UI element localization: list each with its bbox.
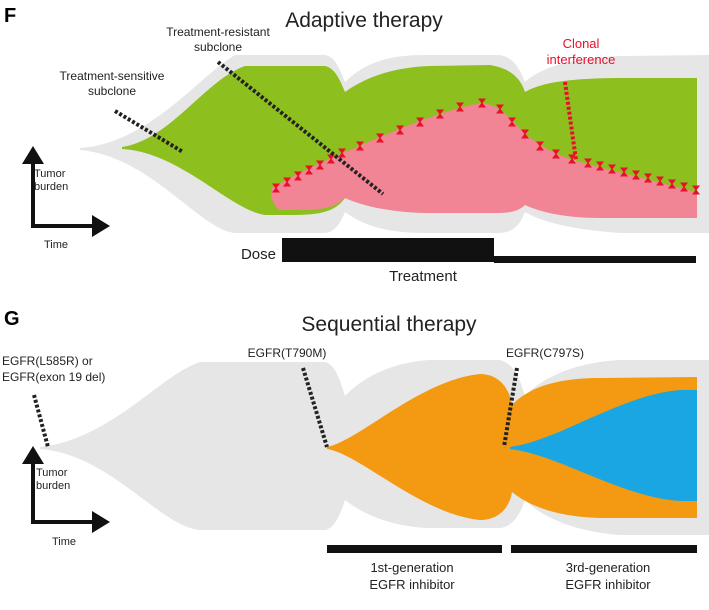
clonal-interference-leader [563,81,578,161]
sensitive-subclone-label-1: Treatment-sensitive [60,69,165,83]
egfr-c797s-label: EGFR(C797S) [506,346,584,360]
egfr-c797s-leader [502,367,519,448]
clonal-interference-marker [508,117,516,127]
dose-bar-low [494,256,696,263]
first-generation-label-1: 1st-generation [370,560,453,575]
panel-f: F Adaptive therapy Treatment-resistant s… [4,5,709,285]
clonal-interference-marker [436,109,444,119]
clonal-interference-marker [608,164,616,174]
clonal-interference-marker [456,102,464,112]
panel-f-axes [22,146,110,237]
clonal-interference-marker [668,179,676,189]
clonal-interference-marker [305,165,313,175]
panel-g: G Sequential therapy EGFR(L585R) or EGFR… [2,308,709,592]
clonal-interference-marker [692,185,700,195]
clonal-interference-marker [656,176,664,186]
clonal-interference-marker [536,141,544,151]
clonal-interference-marker [327,154,335,164]
panel-f-title: Adaptive therapy [285,9,443,32]
treatment-label: Treatment [389,268,458,285]
clonal-interference-marker [396,125,404,135]
egfr-t790m-label: EGFR(T790M) [248,346,327,360]
egfr-c797s-subclone-area [510,390,697,501]
dose-label: Dose [241,246,276,263]
panel-f-letter: F [4,5,16,27]
clonal-interference-marker [294,171,302,181]
egfr-t790m-leader [301,367,329,448]
first-generation-label-2: EGFR inhibitor [369,577,455,592]
panel-g-y-axis-label-1: Tumor [36,467,68,479]
panel-f-y-axis-label-1: Tumor [34,168,66,180]
clonal-interference-marker [620,167,628,177]
clonal-interference-marker [338,148,346,158]
panel-g-title: Sequential therapy [301,313,477,336]
clonal-interference-marker [283,177,291,187]
clonal-interference-marker [680,182,688,192]
initial-mutation-leader [32,394,50,448]
resistant-subclone-area [271,103,697,218]
initial-mutation-label-1: EGFR(L585R) or [2,354,93,368]
panel-f-y-axis-label-2: burden [34,181,68,193]
clonal-interference-marker [478,98,486,108]
clonal-interference-marker [552,149,560,159]
sensitive-subclone-leader [113,109,185,154]
clonal-interference-marker [376,133,384,143]
panel-g-y-axis-label-2: burden [36,480,70,492]
clonal-interference-marker [632,170,640,180]
first-generation-treatment-bar [327,545,502,553]
clonal-interference-marker [316,160,324,170]
sensitive-subclone-label-2: subclone [88,84,136,98]
clonal-interference-marker [584,158,592,168]
clonal-interference-label-1: Clonal [563,36,600,51]
third-generation-label-2: EGFR inhibitor [565,577,651,592]
panel-g-letter: G [4,308,20,330]
third-generation-treatment-bar [511,545,697,553]
panel-g-axes [22,446,110,533]
clonal-interference-marker [356,141,364,151]
resistant-subclone-label-1: Treatment-resistant [166,25,270,39]
clonal-interference-marker [416,117,424,127]
resistant-subclone-label-2: subclone [194,40,242,54]
clonal-interference-marker [521,129,529,139]
panel-f-x-axis-label: Time [44,239,68,251]
dose-bar-high [282,238,494,262]
third-generation-label-1: 3rd-generation [566,560,651,575]
clonal-interference-label-2: interference [547,52,616,67]
clonal-interference-marker [272,183,280,193]
clonal-interference-markers [272,98,700,195]
resistant-subclone-leader [216,60,385,196]
panel-g-x-axis-label: Time [52,536,76,548]
clonal-interference-marker [596,161,604,171]
clonal-interference-marker [568,154,576,164]
clonal-interference-marker [644,173,652,183]
clonal-interference-marker [496,104,504,114]
initial-mutation-label-2: EGFR(exon 19 del) [2,370,105,384]
